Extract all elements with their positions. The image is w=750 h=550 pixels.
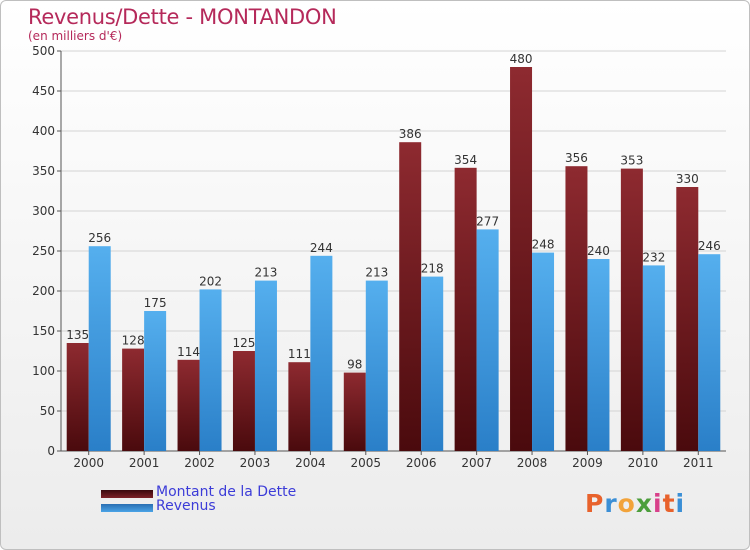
bar-revenus: [421, 276, 444, 451]
logo-letter: x: [635, 489, 653, 518]
y-tick-label: 100: [32, 364, 55, 378]
bar-dette: [676, 187, 699, 451]
data-label-revenus: 175: [144, 296, 167, 310]
data-label-dette: 135: [66, 328, 89, 342]
bar-revenus: [254, 280, 277, 451]
x-tick-label: 2002: [184, 456, 215, 470]
data-label-revenus: 202: [199, 274, 222, 288]
y-tick-label: 250: [32, 244, 55, 258]
data-label-revenus: 218: [421, 262, 444, 276]
data-label-dette: 353: [620, 154, 643, 168]
data-label-dette: 356: [565, 151, 588, 165]
chart-subtitle: (en milliers d'€): [28, 29, 123, 43]
bar-dette: [177, 359, 200, 451]
bar-dette: [232, 351, 255, 451]
data-label-dette: 354: [454, 153, 477, 167]
y-tick-label: 350: [32, 164, 55, 178]
data-label-revenus: 240: [587, 244, 610, 258]
data-label-revenus: 256: [88, 231, 111, 245]
data-label-dette: 111: [288, 347, 311, 361]
data-label-dette: 480: [510, 52, 533, 66]
y-tick-label: 450: [32, 84, 55, 98]
bar-dette: [343, 372, 366, 451]
bar-revenus: [476, 229, 499, 451]
y-tick-label: 50: [40, 404, 55, 418]
data-label-dette: 330: [676, 172, 699, 186]
x-tick-label: 2008: [517, 456, 548, 470]
data-label-dette: 114: [177, 345, 200, 359]
x-tick-label: 2004: [295, 456, 326, 470]
data-label-dette: 98: [347, 358, 362, 372]
legend-label-dette: Montant de la Dette: [156, 484, 297, 500]
y-tick-label: 400: [32, 124, 55, 138]
logo-letter: o: [617, 489, 636, 518]
x-tick-label: 2009: [572, 456, 603, 470]
bar-revenus: [88, 246, 111, 451]
legend-swatch-dette: [101, 490, 153, 498]
y-tick-label: 200: [32, 284, 55, 298]
legend-label-revenus: Revenus: [156, 498, 216, 514]
data-label-revenus: 248: [532, 238, 555, 252]
bar-dette: [454, 167, 477, 452]
data-label-dette: 125: [233, 336, 256, 350]
x-tick-label: 2006: [406, 456, 437, 470]
bar-dette: [122, 348, 145, 451]
x-tick-label: 2000: [73, 456, 104, 470]
proxiti-logo: Proxiti: [585, 489, 685, 518]
bar-revenus: [310, 255, 333, 451]
logo-letter: t: [662, 489, 676, 518]
data-label-dette: 128: [122, 334, 145, 348]
data-label-revenus: 277: [476, 214, 499, 228]
bar-revenus: [698, 254, 721, 451]
logo-letter: r: [604, 489, 618, 518]
bar-dette: [620, 168, 643, 451]
logo-letter: i: [675, 489, 686, 518]
x-tick-label: 2001: [129, 456, 160, 470]
y-tick-label: 500: [32, 44, 55, 58]
x-tick-label: 2003: [240, 456, 271, 470]
bar-dette: [565, 166, 588, 451]
bar-revenus: [532, 252, 555, 451]
bar-dette: [288, 362, 311, 451]
logo-letter: P: [585, 489, 605, 518]
y-tick-label: 300: [32, 204, 55, 218]
data-label-revenus: 246: [698, 239, 721, 253]
bar-revenus: [642, 265, 665, 451]
chart-title: Revenus/Dette - MONTANDON: [28, 5, 337, 29]
y-tick-label: 150: [32, 324, 55, 338]
x-tick-label: 2010: [628, 456, 659, 470]
y-tick-label: 0: [47, 444, 55, 458]
bar-dette: [399, 142, 422, 451]
data-label-revenus: 244: [310, 241, 333, 255]
legend-swatch-revenus: [101, 504, 153, 512]
bar-dette: [510, 67, 533, 451]
data-label-revenus: 213: [255, 266, 278, 280]
data-label-revenus: 232: [642, 250, 665, 264]
bar-revenus: [144, 311, 167, 451]
bar-revenus: [587, 259, 610, 451]
x-tick-label: 2005: [351, 456, 382, 470]
bar-dette: [66, 343, 89, 451]
bar-revenus: [199, 289, 222, 451]
x-tick-label: 2007: [461, 456, 492, 470]
data-label-revenus: 213: [365, 266, 388, 280]
logo-letter: i: [653, 489, 663, 518]
data-label-dette: 386: [399, 127, 422, 141]
x-tick-label: 2011: [683, 456, 714, 470]
bar-revenus: [365, 280, 388, 451]
